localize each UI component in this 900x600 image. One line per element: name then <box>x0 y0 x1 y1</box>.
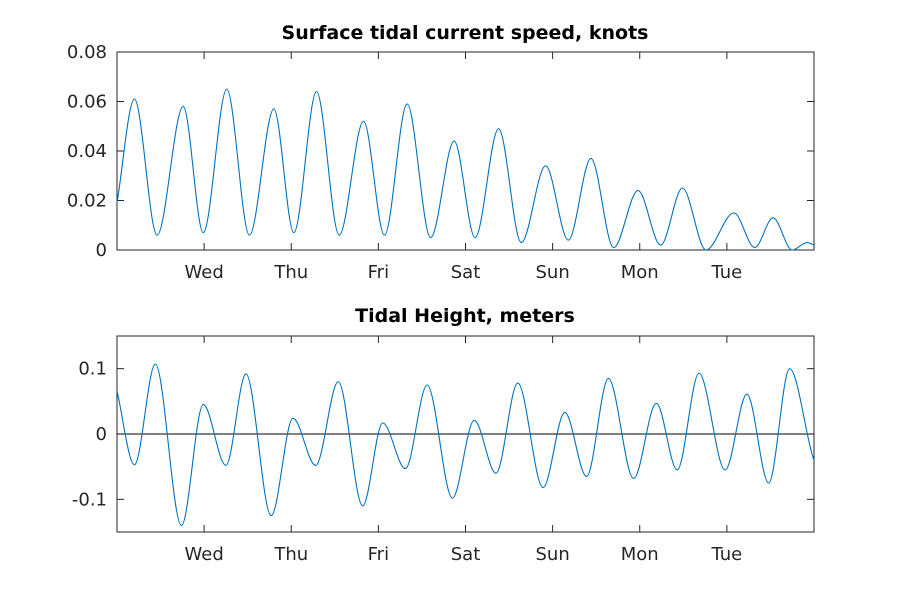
panel-tidal-height: Tidal Height, meters Wed Thu Fri Sat Sun Mon T… <box>72 305 815 565</box>
panel-current-speed: Surface tidal current speed, knots Wed Th… <box>67 22 815 283</box>
x-tick-label-current-speed: Mon <box>621 262 659 283</box>
x-tick-label-tidal-height: Mon <box>621 544 659 565</box>
y-tick-label-tidal-height: 0.1 <box>78 359 107 380</box>
y-tick-labels-current-speed: 0 0.02 0.04 0.06 0.08 <box>67 42 107 261</box>
x-tick-label-current-speed: Thu <box>273 262 308 283</box>
y-tick-label-tidal-height: -0.1 <box>72 489 107 510</box>
x-tick-label-current-speed: Sat <box>451 262 481 283</box>
plot-area-current-speed <box>116 51 815 251</box>
x-tick-labels-current-speed: Wed Thu Fri Sat Sun Mon Tue <box>185 262 743 283</box>
series-line-current-speed <box>116 88 815 251</box>
y-tick-label-current-speed: 0.08 <box>67 42 107 63</box>
series-line-tidal-height <box>116 363 815 527</box>
y-tick-label-current-speed: 0.04 <box>67 141 107 162</box>
x-tick-label-current-speed: Wed <box>185 262 224 283</box>
y-tick-label-tidal-height: 0 <box>96 424 107 445</box>
y-tick-labels-tidal-height: -0.1 0 0.1 <box>72 359 107 511</box>
ticks-current-speed <box>117 51 814 251</box>
x-tick-label-tidal-height: Thu <box>273 544 308 565</box>
x-tick-label-current-speed: Tue <box>711 262 743 283</box>
x-tick-label-tidal-height: Wed <box>185 544 224 565</box>
y-tick-label-current-speed: 0.02 <box>67 191 107 212</box>
x-tick-label-tidal-height: Fri <box>368 544 389 565</box>
chart-title-current-speed: Surface tidal current speed, knots <box>282 22 649 44</box>
x-tick-label-tidal-height: Tue <box>711 544 743 565</box>
x-tick-labels-tidal-height: Wed Thu Fri Sat Sun Mon Tue <box>185 544 743 565</box>
y-tick-label-current-speed: 0 <box>96 240 107 261</box>
x-tick-label-tidal-height: Sun <box>536 544 570 565</box>
x-tick-label-tidal-height: Sat <box>451 544 481 565</box>
y-tick-label-current-speed: 0.06 <box>67 92 107 113</box>
x-tick-label-current-speed: Sun <box>536 262 570 283</box>
chart-title-tidal-height: Tidal Height, meters <box>355 305 575 327</box>
x-tick-label-current-speed: Fri <box>368 262 389 283</box>
